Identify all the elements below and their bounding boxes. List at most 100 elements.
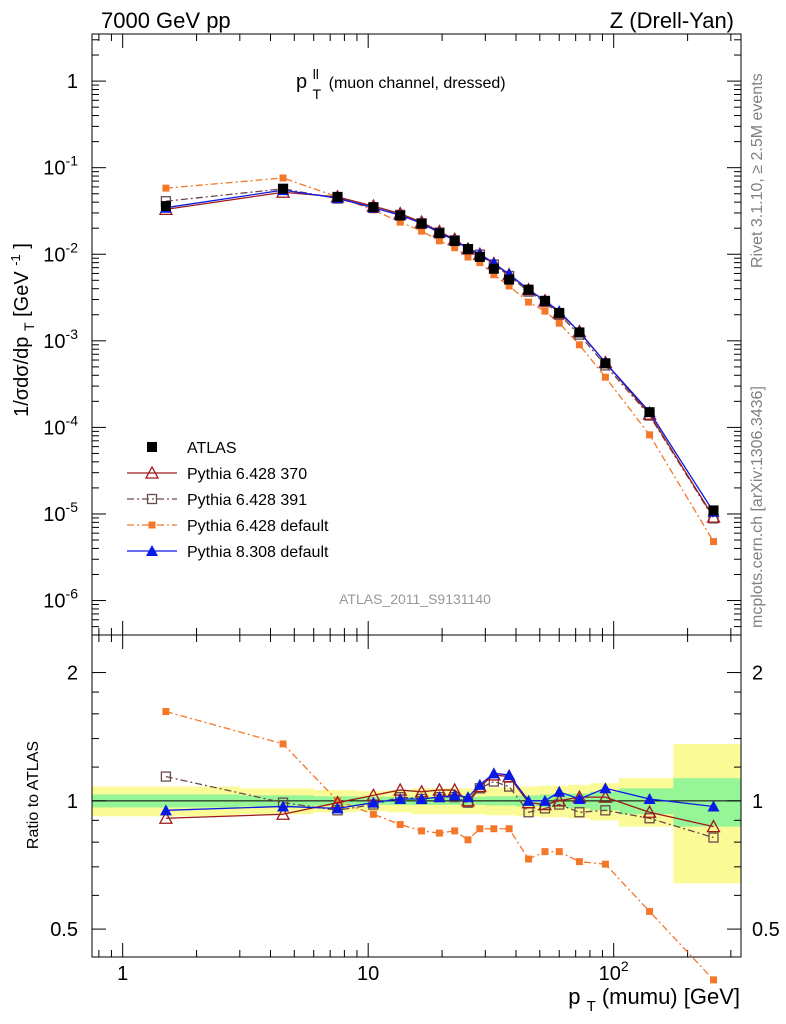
y-tick-label: 10-3 [43, 326, 78, 353]
ratio-point-py8 [159, 804, 172, 816]
data-point-pydef [418, 227, 426, 235]
data-point-atlas [644, 407, 655, 418]
ratio-point-py8 [707, 800, 720, 812]
data-point-atlas [434, 228, 445, 239]
rivet-label: Rivet 3.1.10, ≥ 2.5M events [749, 73, 766, 268]
ratio-point-pydef [490, 825, 498, 833]
y-axis-label-unit: [GeV [11, 271, 33, 317]
ratio-y-tick-label-right: 0.5 [752, 919, 780, 941]
x-axis-label-rest: (mumu) [GeV] [602, 984, 740, 1009]
ratio-point-pydef [435, 829, 443, 837]
legend-marker-py391 [146, 493, 158, 505]
data-point-atlas [600, 358, 611, 369]
ratio-point-py8 [331, 802, 344, 814]
header-left: 7000 GeV pp [101, 8, 231, 33]
ratio-point-pydef [369, 810, 377, 818]
ratio-point-pydef [710, 976, 718, 984]
plot-title-main: p [296, 71, 307, 93]
ratio-point-py8 [394, 792, 407, 804]
data-point-atlas [160, 201, 171, 212]
data-point-atlas [449, 236, 460, 247]
y-axis-label: 1/σdσ/dp T [GeV -1 ] [3, 243, 39, 417]
ratio-panel: 2 2 1 1 0.5 0.5 1 10 102 Ratio to ATLAS p T (mum… [25, 634, 780, 1016]
x-axis-label-main: p [568, 984, 580, 1009]
ratio-y-tick-label-right: 1 [752, 791, 763, 813]
data-point-atlas [416, 218, 427, 229]
ratio-point-py370 [552, 793, 567, 807]
legend-entry-py8: Pythia 8.308 default [127, 544, 329, 561]
data-point-pydef [490, 271, 498, 279]
data-point-atlas [332, 191, 343, 202]
y-tick-label: 10-6 [43, 586, 78, 613]
mcplots-label: mcplots.cern.ch [arXiv:1306.3436] [749, 386, 766, 628]
data-point-atlas [539, 295, 550, 306]
ratio-point-py370 [158, 810, 174, 824]
ratio-series-py8 [159, 767, 720, 816]
y-axis-label-unit-sup: -1 [8, 254, 23, 266]
data-point-atlas [523, 284, 534, 295]
ratio-point-pydef [476, 825, 484, 833]
legend-label-atlas: ATLAS [187, 440, 237, 457]
ratio-point-py391 [554, 799, 565, 810]
ratio-y-tick-label-right: 2 [752, 663, 763, 685]
ratio-y-tick-label: 2 [67, 663, 78, 685]
x-tick-label: 1 [117, 963, 128, 985]
data-point-pydef [710, 538, 718, 546]
data-point-atlas [708, 505, 719, 516]
ratio-plot-area: 2 2 1 1 0.5 0.5 1 10 102 [50, 634, 780, 985]
series-atlas [160, 183, 719, 516]
data-point-pydef [476, 259, 484, 267]
ratio-point-py8 [415, 792, 428, 804]
ratio-frame [91, 634, 742, 958]
data-point-pydef [396, 218, 404, 226]
ratio-point-py8 [553, 785, 566, 797]
band-inner [673, 778, 741, 827]
data-point-pydef [162, 184, 170, 192]
data-point-atlas [554, 307, 565, 318]
ratio-point-py8 [503, 768, 516, 780]
x-axis-label: p T (mumu) [GeV] [568, 984, 740, 1016]
ratio-series-pydef [162, 708, 718, 984]
legend-label-py370: Pythia 6.428 370 [187, 466, 307, 483]
ratio-point-py8 [573, 792, 586, 804]
ratio-point-pydef [418, 827, 426, 835]
ratio-point-py8 [367, 796, 380, 808]
ratio-point-pydef [396, 820, 404, 828]
ratio-point-py8 [277, 800, 290, 812]
data-point-pydef [451, 244, 459, 252]
data-point-pydef [435, 237, 443, 245]
main-plot-area: 1 10-1 10-2 10-3 10-4 10-5 10-6 [43, 33, 742, 636]
y-tick-label: 1 [67, 71, 78, 93]
ratio-point-pydef [601, 860, 609, 868]
ratio-point-py370 [598, 789, 613, 803]
header-right: Z (Drell-Yan) [610, 8, 734, 33]
legend-marker-py370 [144, 465, 160, 479]
ratio-point-py8 [599, 782, 612, 794]
data-point-pydef [601, 373, 609, 381]
legend-marker-atlas [147, 442, 157, 452]
data-point-atlas [395, 210, 406, 221]
plot-title-sub: T [312, 86, 321, 102]
legend-entry-py391: Pythia 6.428 391 [127, 492, 307, 509]
x-tick-label: 102 [599, 958, 629, 985]
plot-title-rest: (muon channel, dressed) [329, 75, 506, 92]
ratio-point-pydef [334, 797, 342, 805]
ratio-point-pydef [279, 740, 287, 748]
y-tick-label: 10-2 [43, 239, 78, 266]
ratio-point-pydef [525, 855, 533, 863]
analysis-id: ATLAS_2011_S9131140 [339, 591, 491, 607]
legend-entry-atlas: ATLAS [147, 440, 237, 457]
data-point-atlas [488, 263, 499, 274]
plot-title: p ll T (muon channel, dressed) [296, 62, 506, 104]
legend-label-py8: Pythia 8.308 default [187, 544, 329, 561]
ratio-point-py391 [644, 813, 655, 824]
data-point-atlas [368, 202, 379, 213]
ratio-point-pydef [541, 848, 549, 856]
ratio-y-axis-label: Ratio to ATLAS [25, 741, 42, 849]
data-point-atlas [574, 327, 585, 338]
data-point-pydef [525, 298, 533, 306]
legend-marker-pydef [148, 521, 156, 529]
legend-label-py391: Pythia 6.428 391 [187, 492, 307, 509]
ratio-point-pydef [464, 836, 472, 844]
